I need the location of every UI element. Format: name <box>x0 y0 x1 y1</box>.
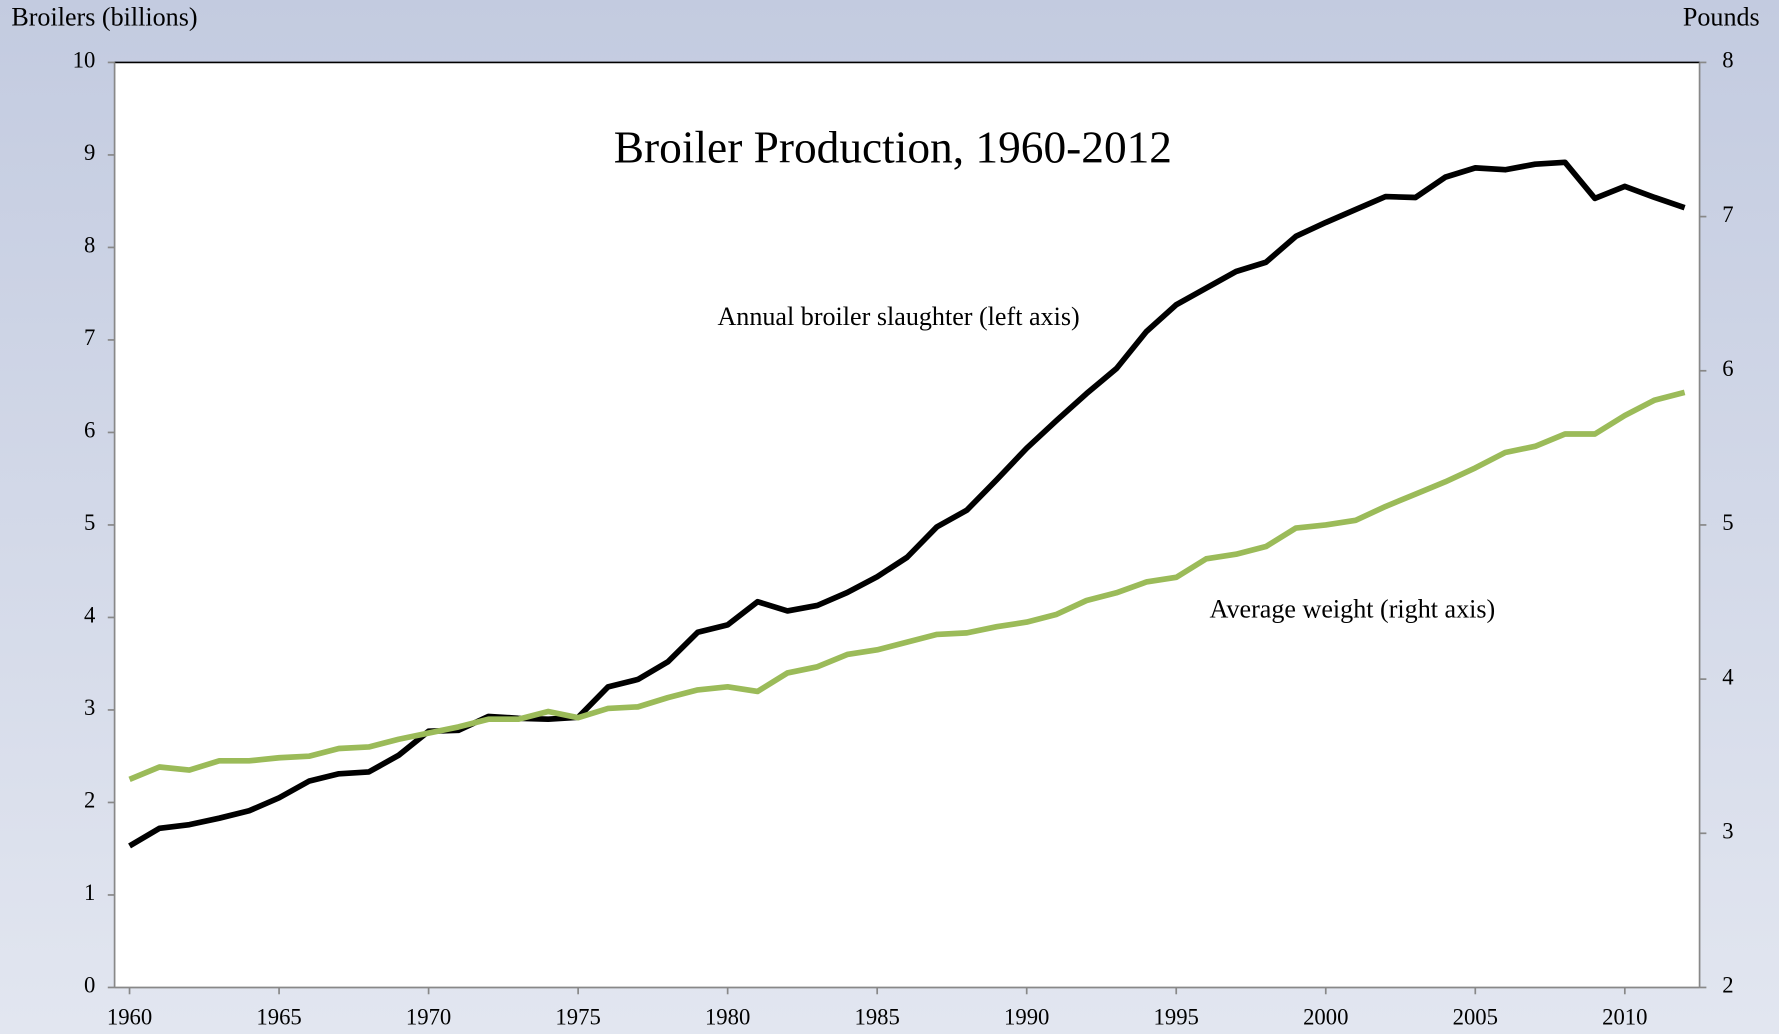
y2-tick-label: 7 <box>1722 202 1733 227</box>
y-tick-label: 8 <box>84 233 95 258</box>
series-line <box>128 389 1686 782</box>
y-tick-label: 3 <box>84 695 95 720</box>
annotation: Annual broiler slaughter (left axis) <box>717 302 1079 331</box>
x-tick-label: 2010 <box>1602 1004 1647 1029</box>
y-tick-label: 6 <box>84 418 95 443</box>
y2-tick-label: 3 <box>1722 818 1733 843</box>
y2-tick-label: 8 <box>1722 48 1733 73</box>
y-tick-label: 7 <box>84 325 95 350</box>
y-tick-label: 2 <box>84 788 95 813</box>
y2-tick-label: 6 <box>1722 356 1733 381</box>
chart-title: Broiler Production, 1960-2012 <box>614 123 1172 173</box>
annotation: Average weight (right axis) <box>1210 595 1496 624</box>
x-tick-label: 1980 <box>705 1004 750 1029</box>
y-tick-label: 1 <box>84 880 95 905</box>
x-tick-label: 1995 <box>1154 1004 1199 1029</box>
x-tick-label: 1965 <box>256 1004 301 1029</box>
y-tick-label: 5 <box>84 510 95 535</box>
y-tick-label: 4 <box>84 603 95 628</box>
series-line <box>128 159 1686 849</box>
y-tick-label: 10 <box>73 48 96 73</box>
y2-tick-label: 2 <box>1722 973 1733 998</box>
x-tick-label: 1975 <box>555 1004 600 1029</box>
x-tick-label: 2005 <box>1453 1004 1498 1029</box>
y2-tick-label: 5 <box>1722 510 1733 535</box>
y-tick-label: 0 <box>84 973 95 998</box>
x-tick-label: 1985 <box>854 1004 899 1029</box>
x-tick-label: 1960 <box>107 1004 152 1029</box>
x-tick-label: 1990 <box>1004 1004 1049 1029</box>
y-axis-label: Broilers (billions) <box>11 2 197 31</box>
plot-area <box>114 62 1700 988</box>
x-tick-label: 2000 <box>1303 1004 1348 1029</box>
x-tick-label: 1970 <box>406 1004 451 1029</box>
y2-axis-label: Pounds <box>1683 2 1760 31</box>
y-tick-label: 9 <box>84 140 95 165</box>
y2-tick-label: 4 <box>1722 664 1733 689</box>
